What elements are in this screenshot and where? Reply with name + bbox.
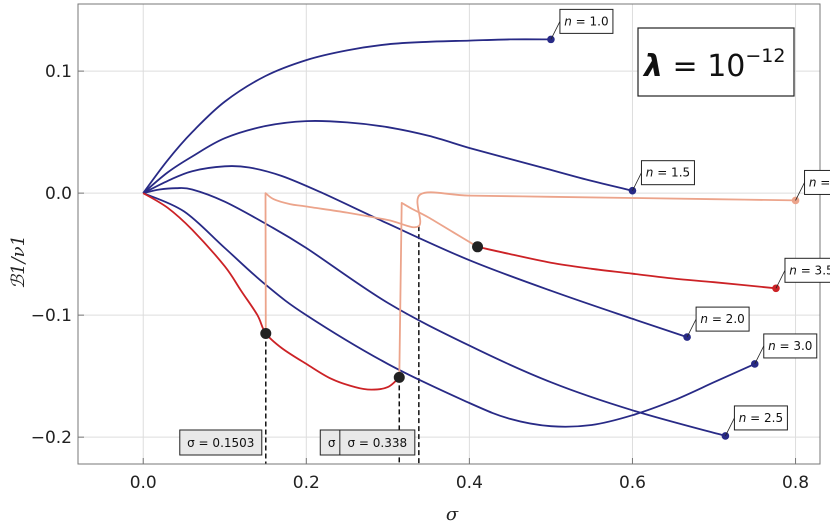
junction-marker [472,241,484,253]
y-tick-label: 0.1 [45,62,72,82]
junction-markers [260,241,484,383]
series-line [142,38,551,194]
junction-marker [260,327,272,339]
series-line [142,192,400,391]
series-labels: n = 1.0n = 1.5n = 2.0n = 2.5n = 3.0n = 3… [550,8,830,437]
series-line [142,192,756,428]
x-tick-label: 0.2 [293,473,320,493]
series-line [142,165,688,338]
lambda-symbol: λ [642,49,663,84]
series-label-box [559,8,614,34]
series-label-box [763,333,818,359]
sigma-label: σ = 0.338 [348,436,408,450]
x-tick-label: 0.6 [619,473,646,493]
series-label: n = 2.0 [700,312,744,326]
series-label-leader [795,182,805,201]
series-label-leader [686,318,697,338]
lambda-label: λ = 10−12 [642,45,785,84]
series-label-value: = 2.5 [746,411,783,425]
y-tick-label: −0.2 [31,428,72,448]
series-label-box [784,257,830,283]
lambda-box: λ = 10−12 [637,27,795,97]
junction-marker [393,371,405,383]
plot-frame [77,3,821,465]
series-label-box [804,169,830,195]
series-label-symbol: n [809,175,817,189]
series-label-symbol: n [564,14,572,28]
series-label-value: = 1.5 [653,166,690,180]
series-line [398,202,478,378]
x-tick-label: 0.0 [130,473,157,493]
series-curves [142,38,796,437]
series-label-leader [754,345,765,365]
series-label: n = 3.0 [768,339,812,353]
series-label: n = 1.0 [564,14,608,28]
sigma-label-box [179,429,263,456]
series-label-value: = 3.5 [797,263,830,277]
series-label-symbol: n [646,166,654,180]
series-line [143,187,726,437]
series-line [142,119,633,194]
series-endpoint [772,284,780,293]
series-label-symbol: n [739,411,747,425]
series-label-box [695,306,750,332]
series-label-symbol: n [768,339,776,353]
sigma-label-box [339,429,416,456]
series-label-symbol: n [700,312,708,326]
x-tick-label: 0.8 [782,473,809,493]
series-label-box [733,405,788,431]
x-axis-title: σ [446,504,459,525]
lambda-equals: = 10 [663,49,745,84]
series-label: n = 3.5 [789,263,830,277]
sigma-label: σ = 0.1503 [187,436,254,450]
series-label-value: = 1.0 [572,14,609,28]
series-label: n = 2.5 [739,411,783,425]
y-tick-label: 0.0 [45,184,72,204]
series-label: n = 1.5 [646,166,690,180]
series-label-value: = 4.0 [816,175,830,189]
y-axis-title: ℬ1/ν1 [8,235,29,289]
lambda-box-frame [637,27,795,97]
series-label-value: = 3.0 [776,339,813,353]
series-line [477,245,777,290]
axis-ticks: 0.0 0.2 0.4 0.6 0.8 0.1 0.0 −0.1 −0.2 [31,62,809,493]
series-label-leader [775,270,786,289]
series-label-value: = 2.0 [708,312,745,326]
series-label-symbol: n [789,263,797,277]
series-label-leader [550,21,561,40]
y-tick-label: −0.1 [31,306,72,326]
series-line [264,191,796,334]
series-label-leader [725,417,735,437]
x-tick-label: 0.4 [456,473,483,493]
series-label-leader [632,172,642,191]
lambda-exponent: −12 [745,45,785,67]
series-label: n = 4.0 [809,175,830,189]
series-label-box [640,160,695,186]
